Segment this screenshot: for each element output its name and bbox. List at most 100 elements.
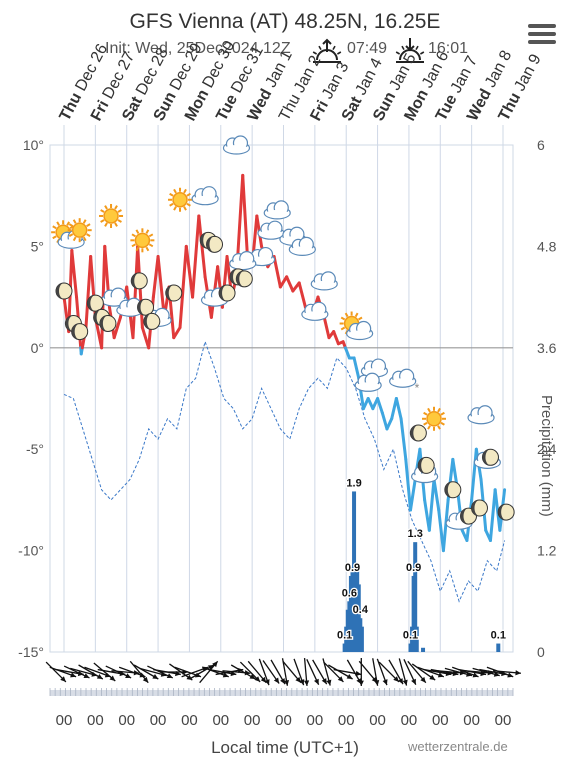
wind-arrowhead [515, 670, 521, 676]
cloud-icon [222, 135, 251, 155]
moon-icon [130, 272, 148, 290]
moon-icon [497, 503, 515, 521]
sun-disc [426, 411, 442, 427]
cloud-icon [389, 368, 417, 388]
temperature-segment [131, 244, 140, 340]
menu-bar-icon [528, 40, 556, 44]
wind-arrowhead [264, 679, 270, 686]
sun-ray [344, 312, 349, 318]
x-tick-label: 00 [495, 712, 512, 729]
sun-ray [427, 407, 431, 413]
sun-ray [114, 222, 118, 227]
wind-arrowhead [472, 672, 479, 678]
sun-ray [332, 45, 336, 51]
temperature-segment [172, 326, 182, 340]
temperature-segment [156, 255, 166, 319]
x-tick-label: 00 [150, 712, 167, 729]
moon-shadow [498, 504, 507, 521]
temperature-segment [488, 488, 497, 542]
wind-arrowhead [321, 678, 327, 685]
wind-arrowhead [133, 670, 140, 676]
cloud-icon [346, 320, 374, 341]
wind-arrow [328, 664, 353, 680]
moon-shadow [200, 232, 209, 249]
sun-ray [100, 219, 105, 223]
cloud-fill [224, 145, 249, 153]
credit-link[interactable]: wetterzentrale.de [408, 739, 508, 754]
cloud-fill [258, 230, 283, 239]
wind-arrow [63, 665, 90, 679]
sun-ray [186, 202, 191, 207]
temperature-segment [272, 255, 282, 289]
wind-arrowhead [152, 674, 159, 679]
moon-icon [444, 481, 462, 499]
wind-arrow [133, 664, 159, 680]
up-arrow [322, 38, 332, 52]
day-date: Jan 9 [509, 51, 545, 98]
temperature-segment [493, 488, 502, 532]
wind-arrow [239, 661, 261, 683]
sun-ray [104, 222, 108, 227]
moon-shadow [418, 457, 427, 474]
precip-value-label: 0.4 [353, 604, 369, 616]
wind-arrowhead [393, 676, 399, 682]
temperature-segment [278, 275, 289, 289]
wind-arrowhead [260, 676, 267, 683]
wind-arrowhead [249, 674, 256, 679]
temperature-segment [408, 478, 417, 512]
hamburger-menu-button[interactable] [528, 24, 556, 48]
snowflake-icon: * [415, 381, 420, 395]
sun-ray [183, 206, 187, 211]
temperature-segment [394, 397, 403, 421]
precip-bar [352, 491, 357, 652]
sun-ray [395, 51, 401, 55]
precip-value-label: 0.6 [342, 587, 357, 599]
sunset-icon [395, 38, 425, 63]
sun-ray [68, 223, 74, 228]
wind-arrowhead [313, 678, 319, 685]
sun-ray [437, 407, 441, 413]
temperature-segment [70, 248, 79, 299]
wind-arrowhead [70, 672, 77, 678]
cloud-fill [202, 297, 227, 306]
sun-ray [169, 192, 174, 197]
wind-arrow [78, 664, 104, 680]
cloud-icon [116, 297, 144, 317]
page-title: GFS Vienna (AT) 48.25N, 16.25E [129, 10, 441, 33]
x-axis-label: Local time (UTC+1) [211, 738, 359, 757]
cloud-icon [191, 186, 219, 206]
wind-arrow [407, 660, 427, 684]
cloud-fill [302, 311, 327, 320]
moon-shadow [131, 272, 140, 289]
moon-shadow [56, 283, 64, 300]
temperature-segment [380, 411, 389, 431]
sun-ray [318, 45, 322, 51]
moon-shadow [137, 299, 146, 316]
wind-arrowhead [96, 674, 103, 679]
precip-tick-label: 6 [537, 137, 545, 153]
sun-ray [340, 326, 346, 331]
moon-shadow [93, 309, 102, 326]
temp-tick-label: -5° [26, 441, 44, 457]
sun-ray [100, 209, 105, 213]
menu-bar-icon [528, 32, 556, 36]
temperature-segment [197, 214, 207, 279]
wind-arrowhead [273, 677, 280, 684]
temperature-segment [441, 498, 450, 553]
sun-ray [82, 219, 87, 224]
wind-arrowhead [166, 673, 173, 678]
cloud-fill [390, 378, 415, 387]
sun-ray [72, 236, 77, 242]
precipitation-axis-label: Precipitation (mm) [538, 395, 555, 517]
sun-ray [169, 202, 174, 207]
precip-bar [496, 643, 501, 652]
sun-ray [183, 188, 187, 194]
wind-arrowhead [382, 679, 388, 686]
wind-arrow [312, 659, 328, 685]
sun-ray [440, 421, 445, 426]
temp-tick-label: 5° [31, 238, 44, 254]
precip-value-label: 1.3 [408, 528, 423, 540]
x-tick-label: 00 [432, 712, 449, 729]
wind-arrowhead [355, 670, 362, 677]
temperature-segment [322, 315, 331, 340]
